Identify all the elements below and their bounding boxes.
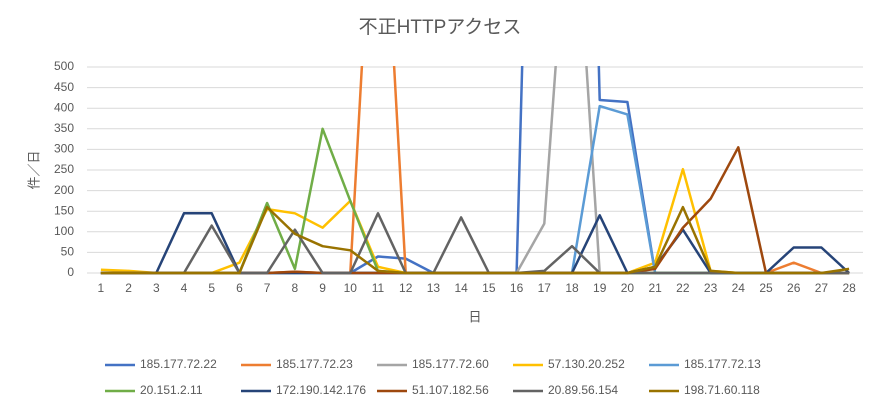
legend-label: 51.107.182.56 [412,383,489,397]
y-tick-label: 100 [54,224,74,238]
x-tick-label: 21 [648,281,662,295]
x-tick-label: 18 [565,281,579,295]
legend-label: 172.190.142.176 [276,383,366,397]
x-tick-label: 15 [482,281,496,295]
legend-label: 185.177.72.60 [412,357,489,371]
x-tick-label: 8 [292,281,299,295]
y-tick-label: 250 [54,162,74,176]
x-tick-label: 22 [676,281,690,295]
legend-label: 198.71.60.118 [684,383,760,397]
series-line [100,146,850,275]
x-tick-label: 12 [399,281,413,295]
x-axis-label: 日 [468,309,481,324]
y-tick-label: 400 [54,100,74,114]
x-tick-label: 19 [593,281,607,295]
y-tick-label: 300 [54,142,74,156]
legend-label: 57.130.20.252 [548,357,625,371]
x-tick-label: 16 [510,281,524,295]
y-tick-label: 500 [54,59,74,73]
x-tick-label: 6 [236,281,243,295]
x-tick-label: 14 [454,281,468,295]
x-tick-label: 17 [538,281,552,295]
y-tick-label: 350 [54,121,74,135]
x-tick-label: 24 [732,281,746,295]
x-tick-label: 10 [344,281,358,295]
series-line [100,167,850,275]
x-tick-label: 7 [264,281,271,295]
x-tick-label: 13 [427,281,441,295]
series-line [100,212,850,275]
x-tick-label: 2 [125,281,132,295]
x-tick-label: 11 [372,281,385,295]
y-tick-label: 50 [61,245,75,259]
y-tick-label: 0 [67,265,74,279]
x-tick-label: 23 [704,281,718,295]
x-tick-label: 25 [759,281,773,295]
legend-label: 185.177.72.13 [684,357,761,371]
chart-title: 不正HTTPアクセス [359,16,522,38]
y-axis-label: 件／日 [26,150,41,189]
y-tick-label: 150 [54,203,74,217]
x-tick-label: 3 [153,281,160,295]
x-tick-label: 27 [815,281,829,295]
x-tick-label: 4 [181,281,188,295]
x-tick-label: 1 [98,281,105,295]
legend-label: 20.151.2.11 [140,383,203,397]
plot-area [100,66,850,275]
x-tick-label: 5 [208,281,215,295]
y-tick-label: 200 [54,183,74,197]
legend-label: 20.89.56.154 [548,383,618,397]
legend-label: 185.177.72.22 [140,357,217,371]
x-tick-label: 9 [319,281,326,295]
x-tick-label: 26 [787,281,801,295]
x-tick-label: 20 [621,281,635,295]
x-tick-label: 28 [842,281,856,295]
legend-label: 185.177.72.23 [276,357,353,371]
y-tick-label: 450 [54,80,74,94]
series-line [100,205,850,275]
